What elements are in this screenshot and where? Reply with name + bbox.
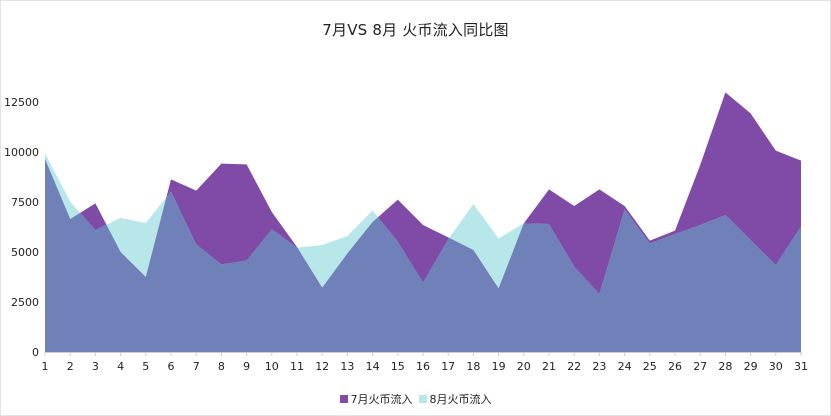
x-tick-label: 24 (618, 360, 632, 373)
x-tick-label: 17 (441, 360, 455, 373)
legend: 7月火币流入 8月火币流入 (1, 391, 830, 407)
x-tick-label: 28 (718, 360, 732, 373)
x-tick-label: 30 (769, 360, 783, 373)
legend-item-august[interactable]: 8月火币流入 (418, 391, 492, 407)
y-tick-label: 5000 (11, 246, 39, 259)
y-tick-label: 12500 (4, 96, 39, 109)
x-tick-label: 31 (794, 360, 808, 373)
chart-title: 7月VS 8月 火币流入同比图 (322, 21, 509, 39)
legend-label-august: 8月火币流入 (429, 393, 492, 406)
y-tick-label: 2500 (11, 296, 39, 309)
x-tick-label: 14 (366, 360, 380, 373)
x-tick-label: 22 (567, 360, 581, 373)
legend-swatch-august (418, 395, 427, 403)
x-tick-label: 13 (340, 360, 354, 373)
x-tick-label: 3 (92, 360, 99, 373)
x-tick-label: 18 (466, 360, 480, 373)
x-tick-label: 8 (218, 360, 225, 373)
x-tick-label: 15 (391, 360, 405, 373)
x-tick-label: 9 (243, 360, 250, 373)
x-tick-label: 4 (117, 360, 124, 373)
x-tick-label: 2 (67, 360, 74, 373)
x-tick-label: 12 (315, 360, 329, 373)
overlap-area (45, 159, 801, 352)
axes-group: 1 2 3 4 5 6 7 8 9 10 11 12 13 14 15 16 17 18 19 20 21 22 23 24 2… (4, 96, 808, 373)
x-tick-label: 16 (416, 360, 430, 373)
area-series-group (45, 92, 801, 353)
x-tick-label: 1 (42, 360, 49, 373)
y-tick-label: 0 (32, 346, 39, 359)
x-tick-label: 25 (643, 360, 657, 373)
x-tick-label: 20 (517, 360, 531, 373)
x-tick-label: 27 (693, 360, 707, 373)
x-tick-label: 21 (542, 360, 556, 373)
y-tick-label: 10000 (4, 146, 39, 159)
x-tick-label: 29 (744, 360, 758, 373)
x-tick-label: 6 (168, 360, 175, 373)
x-tick-label: 5 (142, 360, 149, 373)
legend-label-july: 7月火币流入 (350, 393, 413, 406)
x-tick-label: 10 (265, 360, 279, 373)
x-tick-label: 23 (592, 360, 606, 373)
x-tick-label: 11 (290, 360, 304, 373)
x-tick-label: 26 (668, 360, 682, 373)
x-tick-label: 7 (193, 360, 200, 373)
legend-swatch-july (339, 395, 348, 403)
x-tick-label: 19 (492, 360, 506, 373)
legend-item-july[interactable]: 7月火币流入 (339, 391, 413, 407)
y-tick-label: 7500 (11, 196, 39, 209)
